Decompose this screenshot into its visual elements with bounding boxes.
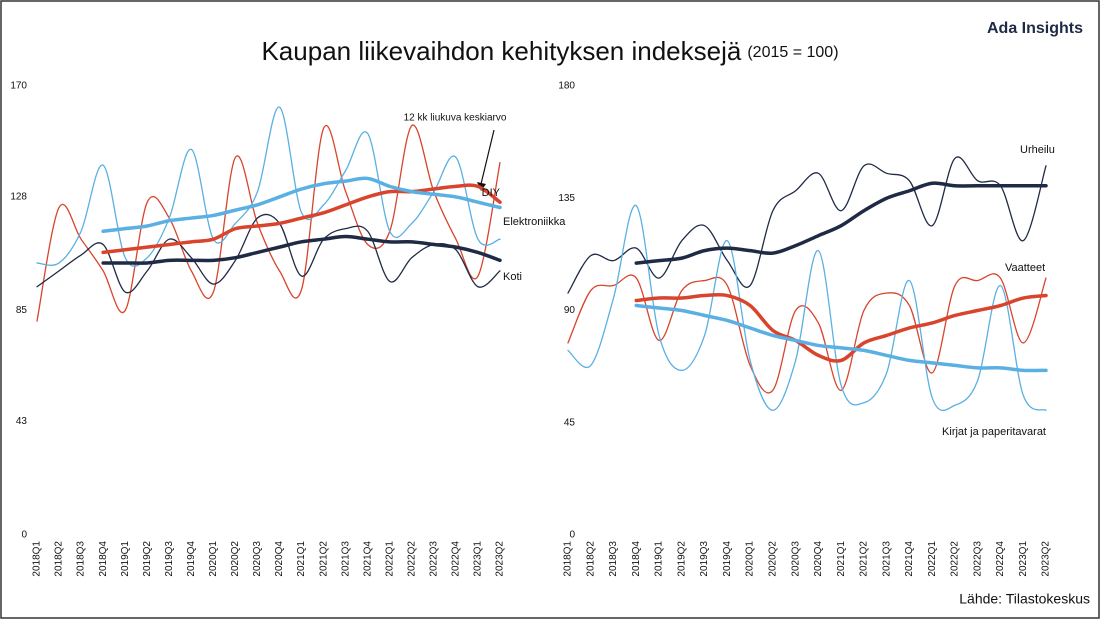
y-tick-label: 43 [16, 416, 28, 427]
x-tick-label: 2021Q3 [340, 541, 351, 577]
series-label: DIY [482, 187, 501, 199]
x-tick-label: 2023Q1 [473, 541, 484, 577]
x-tick-label: 2019Q1 [120, 541, 131, 577]
x-tick-label: 2023Q1 [1018, 541, 1029, 577]
series-line [36, 213, 501, 294]
y-tick-label: 90 [564, 305, 576, 316]
annotation: 12 kk liukuva keskiarvo [404, 113, 507, 124]
x-tick-label: 2019Q2 [142, 541, 153, 577]
x-tick-label: 2022Q4 [451, 541, 462, 577]
subtitle: (2015 = 100) [747, 44, 838, 61]
x-tick-label: 2019Q4 [186, 541, 197, 577]
series-label: Kirjat ja paperitavarat [942, 426, 1046, 438]
series-label: Koti [503, 271, 522, 283]
x-tick-label: 2022Q1 [927, 541, 938, 577]
brand: Ada Insights [987, 20, 1083, 37]
x-tick-label: 2021Q2 [318, 541, 329, 577]
x-tick-label: 2020Q2 [767, 541, 778, 577]
x-tick-label: 2022Q1 [384, 541, 395, 577]
x-tick-label: 2018Q1 [563, 541, 574, 577]
x-tick-label: 2019Q2 [676, 541, 687, 577]
series-line [567, 273, 1047, 394]
y-tick-label: 180 [558, 81, 575, 92]
y-tick-label: 128 [10, 192, 27, 203]
x-tick-label: 2022Q2 [950, 541, 961, 577]
x-tick-label: 2018Q4 [631, 541, 642, 577]
source: Lähde: Tilastokeskus [959, 591, 1090, 607]
x-tick-label: 2021Q4 [362, 541, 373, 577]
y-tick-label: 85 [16, 305, 28, 316]
annotation-arrow [480, 129, 495, 185]
x-tick-label: 2018Q3 [608, 541, 619, 577]
x-tick-label: 2019Q1 [654, 541, 665, 577]
x-tick-label: 2020Q3 [790, 541, 801, 577]
y-tick-label: 0 [21, 530, 27, 541]
x-tick-label: 2021Q2 [859, 541, 870, 577]
y-tick-label: 170 [10, 81, 27, 92]
x-tick-label: 2019Q3 [164, 541, 175, 577]
x-tick-label: 2022Q3 [972, 541, 983, 577]
y-tick-label: 135 [558, 193, 575, 204]
x-tick-label: 2020Q4 [274, 541, 285, 577]
title: Kaupan liikevaihdon kehityksen indeksejä [261, 36, 741, 66]
average-line [634, 181, 1048, 265]
x-tick-label: 2019Q3 [699, 541, 710, 577]
x-tick-label: 2018Q2 [585, 541, 596, 577]
x-tick-label: 2020Q4 [813, 541, 824, 577]
series-label: Urheilu [1020, 144, 1055, 156]
x-tick-label: 2018Q2 [54, 541, 65, 577]
average-line [101, 234, 502, 265]
x-tick-label: 2022Q4 [995, 541, 1006, 577]
x-tick-label: 2020Q3 [252, 541, 263, 577]
x-tick-label: 2021Q1 [296, 541, 307, 577]
x-tick-label: 2020Q2 [230, 541, 241, 577]
series-label: Vaatteet [1005, 262, 1045, 274]
series-label: Elektroniikka [503, 216, 566, 228]
x-tick-label: 2019Q4 [722, 541, 733, 577]
series-line [36, 124, 501, 322]
x-tick-label: 2018Q1 [32, 541, 43, 577]
x-tick-label: 2023Q2 [1041, 541, 1052, 577]
average-line [101, 183, 502, 255]
x-tick-label: 2021Q1 [836, 541, 847, 577]
x-tick-label: 2022Q2 [406, 541, 417, 577]
x-tick-label: 2023Q2 [495, 541, 506, 577]
y-tick-label: 45 [564, 417, 576, 428]
average-line [101, 176, 502, 234]
average-line [634, 303, 1048, 373]
x-tick-label: 2018Q3 [76, 541, 87, 577]
series-line [36, 106, 501, 267]
x-tick-label: 2018Q4 [98, 541, 109, 577]
y-tick-label: 0 [569, 530, 575, 541]
x-tick-label: 2022Q3 [428, 541, 439, 577]
x-tick-label: 2021Q4 [904, 541, 915, 577]
x-tick-label: 2020Q1 [208, 541, 219, 577]
x-tick-label: 2021Q3 [881, 541, 892, 577]
x-tick-label: 2020Q1 [745, 541, 756, 577]
average-line [634, 292, 1048, 363]
series-line [567, 156, 1047, 294]
chart-title: Kaupan liikevaihdon kehityksen indeksejä… [261, 36, 838, 66]
